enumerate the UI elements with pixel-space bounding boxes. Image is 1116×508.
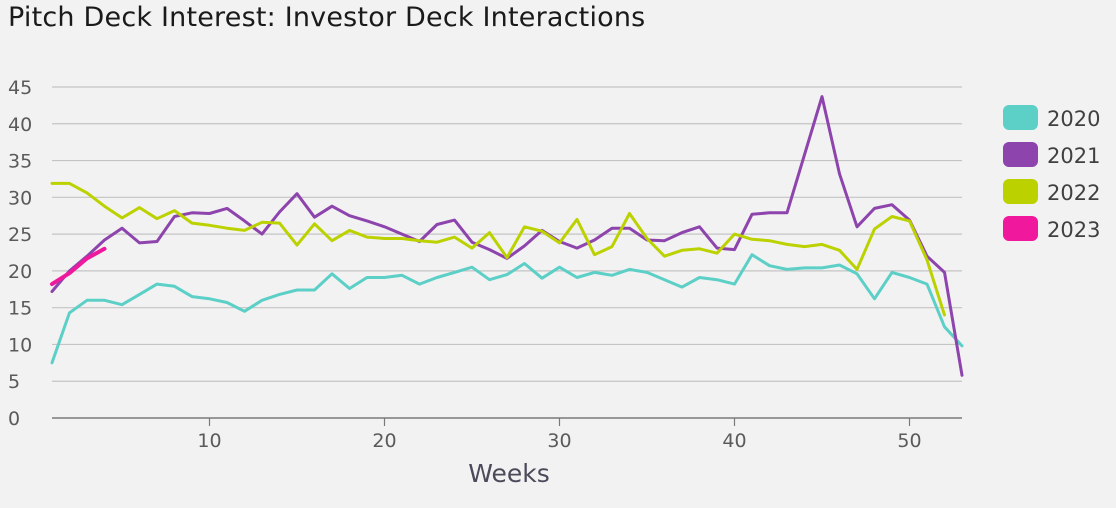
x-tick-label: 50 [897,430,921,452]
x-axis-ticks: 10 20 30 40 50 [197,418,922,452]
y-tick-label: 30 [8,187,32,209]
y-axis-ticks: 0 5 10 15 20 25 30 35 40 45 [8,77,32,430]
x-tick-label: 30 [547,430,571,452]
legend-swatch-2020 [1003,105,1038,130]
series-line-2020 [50,253,964,365]
legend: 2020 2021 2022 2023 [1003,105,1100,242]
x-tick-label: 40 [722,430,746,452]
series-lines [50,95,964,377]
y-tick-label: 45 [8,77,32,99]
y-tick-label: 40 [8,114,32,136]
x-tick-label: 20 [372,430,396,452]
x-tick-label: 10 [197,430,221,452]
chart-title: Pitch Deck Interest: Investor Deck Inter… [8,2,646,33]
legend-label-2022: 2022 [1047,181,1100,205]
gridlines [52,86,962,419]
legend-label-2021: 2021 [1047,144,1100,168]
series-line-2021 [50,95,964,377]
series-line-2023 [50,246,107,287]
legend-label-2023: 2023 [1047,218,1100,242]
y-tick-label: 0 [8,408,20,430]
y-tick-label: 35 [8,151,32,173]
legend-swatch-2021 [1003,142,1038,167]
x-axis-title: Weeks [468,459,550,488]
legend-swatch-2022 [1003,179,1038,204]
y-tick-label: 15 [8,298,32,320]
y-tick-label: 20 [8,261,32,283]
y-tick-label: 25 [8,224,32,246]
legend-swatch-2023 [1003,216,1038,241]
legend-label-2020: 2020 [1047,107,1100,131]
series-line-2022 [50,181,946,317]
y-tick-label: 5 [8,371,20,393]
y-tick-label: 10 [8,334,32,356]
